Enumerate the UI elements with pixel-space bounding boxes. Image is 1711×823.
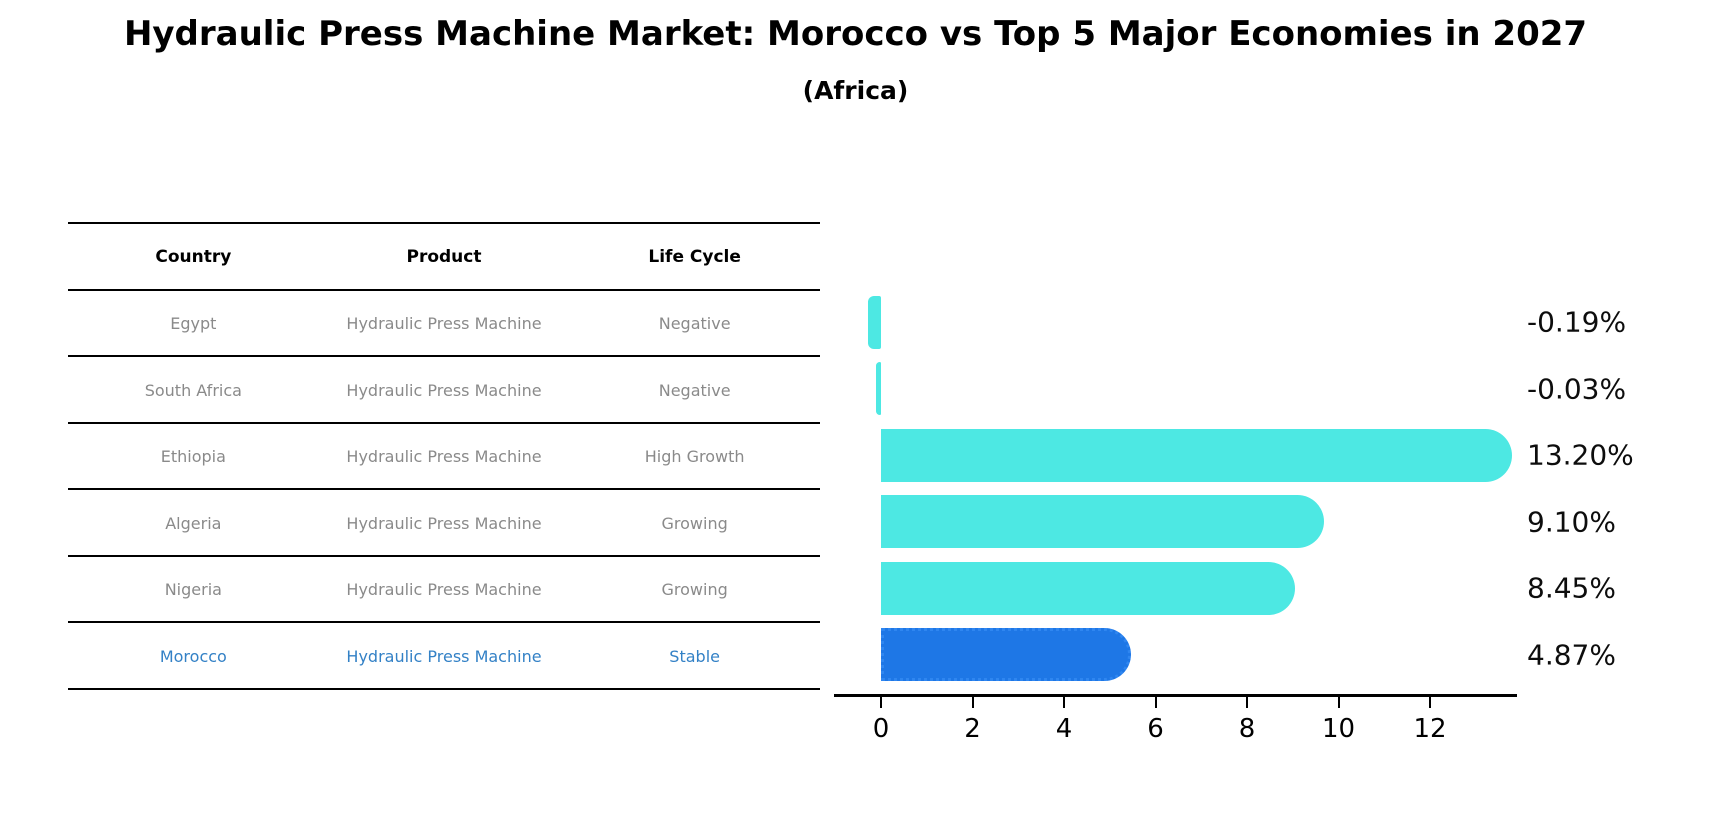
x-axis-tick-label: 2: [964, 713, 981, 744]
x-axis-tick: [1063, 697, 1065, 708]
table-cell-life-cycle: Growing: [661, 580, 728, 599]
table-cell-product: Hydraulic Press Machine: [346, 646, 542, 666]
bar-morocco: [881, 628, 1131, 682]
table-cell-product: Hydraulic Press Machine: [346, 314, 542, 333]
table-row: South Africa Hydraulic Press Machine Negat…: [68, 355, 820, 423]
bar-nigeria: [881, 561, 1295, 615]
table-cell-country: Morocco: [159, 646, 227, 666]
table-cell-life-cycle: High Growth: [644, 447, 745, 466]
table-cell-country: South Africa: [144, 380, 242, 400]
table-cell-product: Hydraulic Press Machine: [346, 380, 542, 400]
table-cell-product: Hydraulic Press Machine: [346, 447, 542, 466]
table-row: Morocco Hydraulic Press Machine Stable: [68, 621, 820, 689]
x-axis-tick: [1154, 697, 1157, 708]
table-row: Nigeria Hydraulic Press Machine Growing: [68, 554, 820, 623]
bar-egypt: [868, 295, 881, 349]
x-axis-tick: [1337, 697, 1340, 708]
bar-algeria: [881, 495, 1325, 549]
table-cell-country: Egypt: [170, 314, 217, 333]
bar-ethiopia: [881, 428, 1512, 482]
table-header-row: Country Product Life Cycle: [68, 222, 820, 290]
table-cell-country: Nigeria: [164, 580, 222, 599]
x-axis-tick-label: 6: [1147, 713, 1164, 744]
bar-value-label: 4.87%: [1527, 638, 1616, 672]
x-axis-tick: [971, 697, 974, 708]
bar-south-africa: [875, 362, 881, 416]
table-header-cell: Life Cycle: [648, 247, 741, 267]
table-header-cell: Product: [406, 247, 482, 267]
table-cell-life-cycle: Negative: [658, 380, 731, 400]
table-row: Egypt Hydraulic Press Machine Negative: [68, 288, 820, 357]
x-axis-tick: [880, 697, 882, 708]
bar-value-label: 13.20%: [1527, 438, 1634, 472]
table-row: Ethiopia Hydraulic Press Machine High Grow…: [68, 421, 820, 490]
table-header-cell: Country: [155, 247, 232, 267]
x-axis-tick: [1429, 697, 1431, 708]
x-axis-tick-label: 8: [1238, 713, 1256, 744]
x-axis-tick-label: 10: [1321, 713, 1356, 744]
table-bottom-line: [68, 687, 820, 690]
table-cell-life-cycle: Growing: [661, 513, 728, 533]
bar-value-label: -0.03%: [1527, 372, 1627, 406]
x-axis-tick-label: 12: [1413, 713, 1447, 744]
bar-value-label: 9.10%: [1527, 505, 1616, 539]
x-axis-tick-label: 0: [872, 713, 890, 744]
x-axis-line: [834, 694, 1517, 697]
bar-value-label: 8.45%: [1527, 571, 1616, 605]
table-cell-country: Ethiopia: [160, 447, 226, 466]
table-cell-product: Hydraulic Press Machine: [346, 513, 542, 533]
x-axis-tick: [1246, 697, 1248, 708]
table-cell-life-cycle: Negative: [658, 314, 731, 333]
x-axis-tick-label: 4: [1055, 713, 1073, 744]
table-cell-country: Algeria: [165, 513, 222, 533]
table-cell-product: Hydraulic Press Machine: [346, 580, 542, 599]
bar-value-label: -0.19%: [1527, 305, 1627, 339]
page-subtitle: (Africa): [802, 76, 909, 105]
page-title: Hydraulic Press Machine Market: Morocco …: [123, 14, 1588, 54]
table-cell-life-cycle: Stable: [669, 646, 720, 666]
table-row: Algeria Hydraulic Press Machine Growing: [68, 488, 820, 556]
